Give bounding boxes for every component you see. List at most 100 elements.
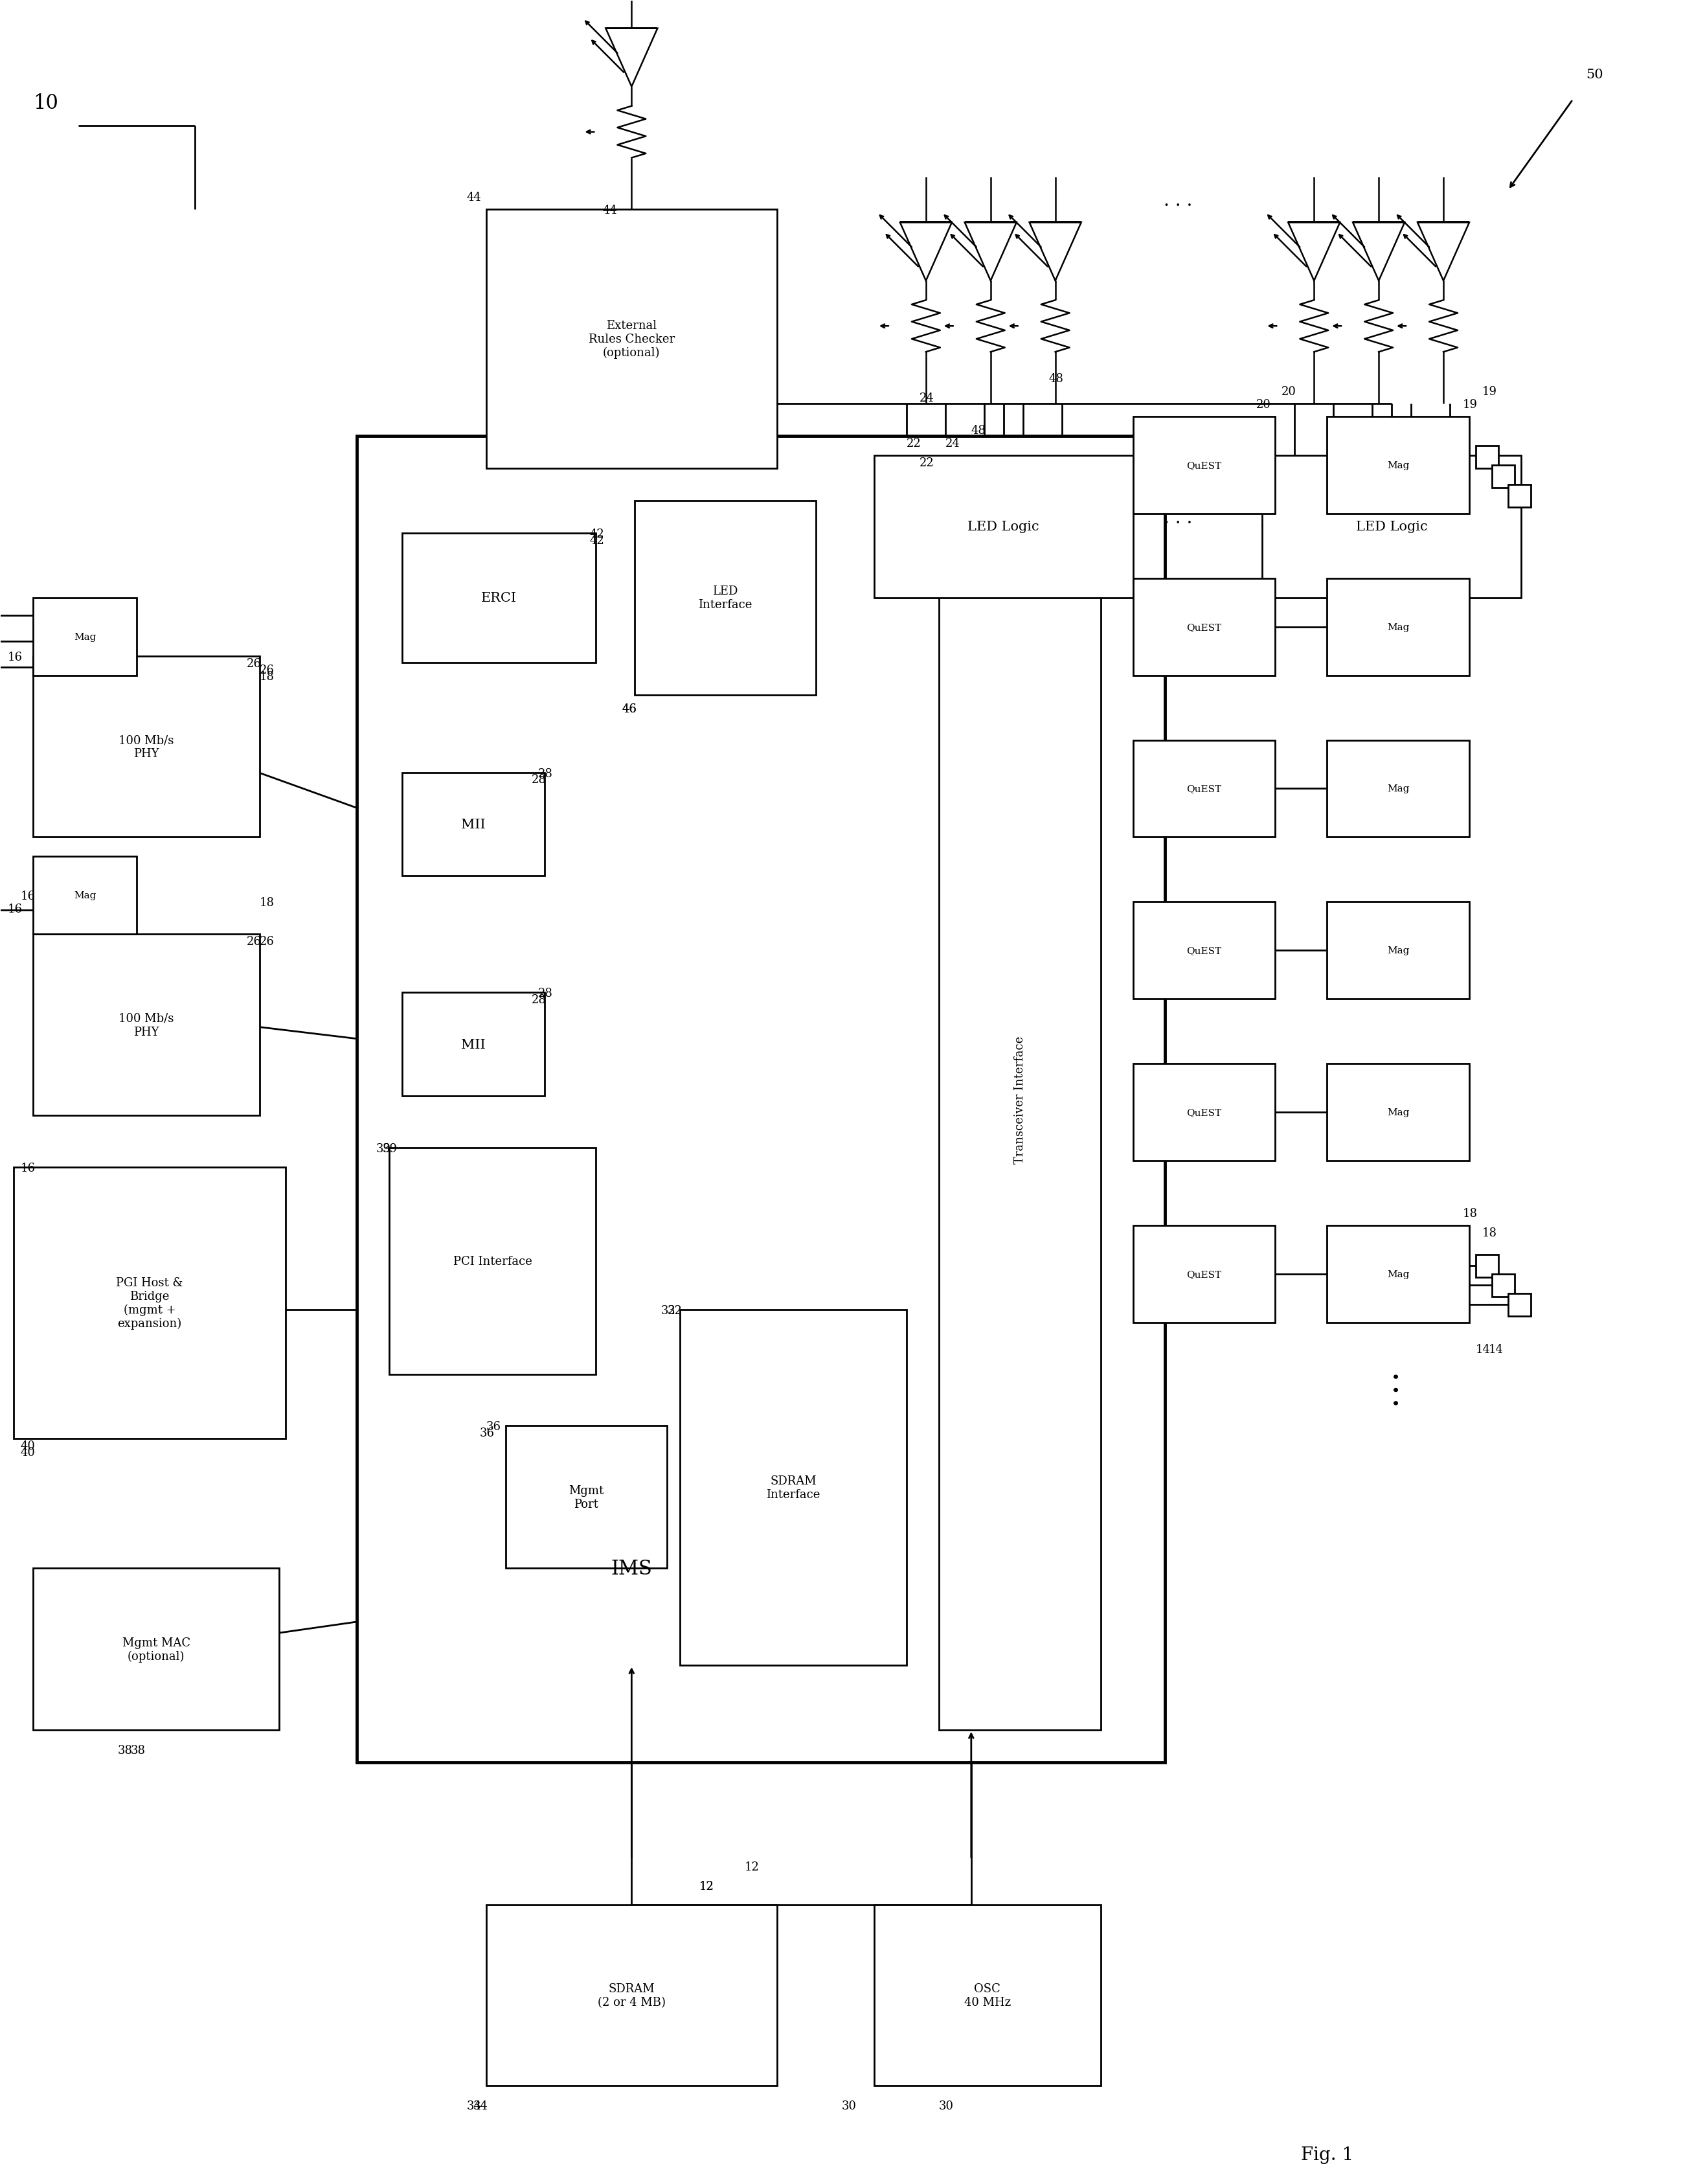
Polygon shape	[605, 28, 658, 87]
Text: 12: 12	[745, 1861, 760, 1872]
Text: 40: 40	[20, 1439, 36, 1452]
Text: Mag: Mag	[1386, 622, 1410, 631]
Text: QuEST: QuEST	[1187, 946, 1221, 954]
Text: 20: 20	[1257, 400, 1270, 411]
Text: 22: 22	[919, 456, 934, 470]
Bar	[634, 500, 817, 695]
Text: 24: 24	[919, 393, 934, 404]
Text: 20: 20	[1282, 387, 1296, 397]
Bar	[875, 1904, 1100, 2086]
Polygon shape	[900, 223, 951, 282]
Text: Mag: Mag	[1386, 1107, 1410, 1116]
Bar	[939, 470, 1100, 1730]
Text: QuEST: QuEST	[1187, 1269, 1221, 1278]
Text: ERCI: ERCI	[481, 592, 517, 605]
Bar	[680, 1310, 907, 1666]
Text: 19: 19	[1482, 387, 1497, 397]
Text: 30: 30	[939, 2101, 953, 2112]
Text: 19: 19	[1463, 400, 1478, 411]
Text: 26: 26	[259, 664, 275, 675]
Bar	[1477, 446, 1499, 470]
Text: 46: 46	[622, 703, 636, 714]
Bar	[1509, 1293, 1531, 1317]
Text: 30: 30	[842, 2101, 856, 2112]
Text: . . .: . . .	[1165, 192, 1192, 210]
Bar	[32, 856, 136, 935]
Text: IMS: IMS	[610, 1559, 653, 1579]
Text: Mag: Mag	[73, 633, 95, 642]
Text: PCI Interface: PCI Interface	[454, 1256, 532, 1267]
Text: 26: 26	[247, 935, 261, 948]
Text: Mag: Mag	[1386, 461, 1410, 470]
Bar	[389, 1149, 597, 1374]
Bar	[1132, 902, 1275, 1000]
Text: MII: MII	[460, 1037, 486, 1051]
Text: Transceiver Interface: Transceiver Interface	[1014, 1035, 1025, 1164]
Bar	[32, 657, 259, 836]
Bar	[1477, 1254, 1499, 1278]
Text: OSC
40 MHz: OSC 40 MHz	[963, 1983, 1011, 2007]
Text: Mag: Mag	[73, 891, 95, 900]
Bar	[402, 533, 597, 662]
Text: 12: 12	[699, 1880, 714, 1891]
Text: Fig. 1: Fig. 1	[1301, 2147, 1354, 2164]
Bar	[32, 935, 259, 1116]
Bar	[402, 994, 544, 1096]
Bar	[1326, 902, 1470, 1000]
Text: 48: 48	[1049, 373, 1064, 384]
Text: 18: 18	[1482, 1227, 1497, 1238]
Text: 39: 39	[377, 1142, 390, 1155]
Bar	[1326, 1225, 1470, 1324]
Bar	[1509, 485, 1531, 507]
Polygon shape	[1352, 223, 1405, 282]
Text: 38: 38	[130, 1745, 145, 1756]
Text: QuEST: QuEST	[1187, 1107, 1221, 1116]
Text: 100 Mb/s
PHY: 100 Mb/s PHY	[119, 734, 174, 760]
Text: 46: 46	[622, 703, 636, 714]
Bar	[486, 210, 777, 470]
Text: External
Rules Checker
(optional): External Rules Checker (optional)	[588, 321, 675, 358]
Text: LED
Interface: LED Interface	[699, 585, 752, 612]
Text: 40: 40	[20, 1446, 36, 1459]
Text: 36: 36	[479, 1428, 494, 1439]
Text: 26: 26	[247, 657, 261, 668]
Text: • • •: • • •	[1391, 1372, 1405, 1406]
Text: 10: 10	[32, 94, 58, 114]
Bar	[1132, 1225, 1275, 1324]
Bar	[1132, 417, 1275, 513]
Text: Mag: Mag	[1386, 784, 1410, 793]
Text: LED Logic: LED Logic	[968, 520, 1040, 533]
Bar	[1132, 1064, 1275, 1162]
Text: 16: 16	[7, 904, 22, 915]
Text: Mgmt
Port: Mgmt Port	[569, 1485, 604, 1509]
Text: 28: 28	[532, 994, 546, 1005]
Bar	[1262, 456, 1521, 598]
Bar	[402, 773, 544, 876]
Text: 18: 18	[1463, 1208, 1478, 1219]
Text: 34: 34	[472, 2101, 488, 2112]
Text: 44: 44	[467, 192, 481, 203]
Polygon shape	[965, 223, 1016, 282]
Bar	[1326, 579, 1470, 675]
Text: PGI Host &
Bridge
(mgmt +
expansion): PGI Host & Bridge (mgmt + expansion)	[116, 1278, 182, 1330]
Text: SDRAM
(2 or 4 MB): SDRAM (2 or 4 MB)	[597, 1983, 665, 2007]
Bar	[1132, 740, 1275, 836]
Polygon shape	[1417, 223, 1470, 282]
Text: QuEST: QuEST	[1187, 461, 1221, 470]
Bar	[356, 437, 1165, 1762]
Bar	[1492, 465, 1514, 489]
Text: 100 Mb/s
PHY: 100 Mb/s PHY	[119, 1013, 174, 1037]
Text: 44: 44	[602, 205, 617, 216]
Text: 50: 50	[1586, 68, 1603, 81]
Text: 26: 26	[259, 935, 275, 948]
Text: 28: 28	[537, 767, 552, 780]
Text: QuEST: QuEST	[1187, 784, 1221, 793]
Text: 32: 32	[662, 1304, 675, 1317]
Text: 16: 16	[20, 1162, 36, 1173]
Text: 36: 36	[486, 1422, 501, 1433]
Bar	[486, 1904, 777, 2086]
Bar	[32, 598, 136, 675]
Bar	[1326, 417, 1470, 513]
Bar	[32, 1568, 280, 1730]
Text: MII: MII	[460, 819, 486, 830]
